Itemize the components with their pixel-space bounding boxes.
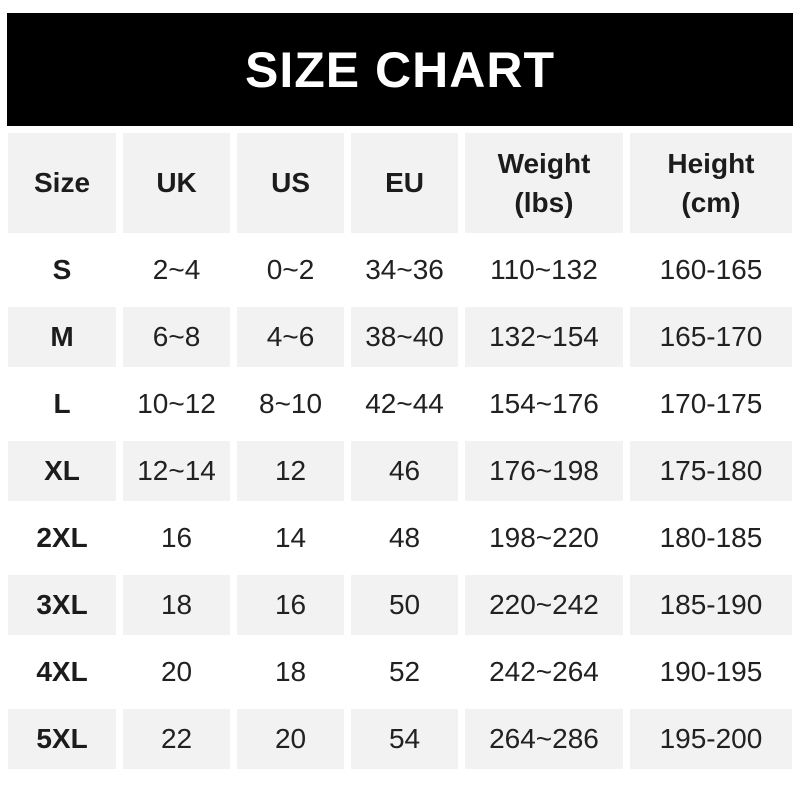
table-row-4xl: 4XL 20 18 52 242~264 190-195: [8, 642, 792, 702]
us-cell: 0~2: [237, 240, 345, 300]
eu-cell: 50: [351, 575, 459, 635]
height-cell: 180-185: [629, 508, 792, 568]
page-title: SIZE CHART: [245, 41, 555, 98]
column-header-height: Height (cm): [629, 133, 792, 233]
height-cell: 195-200: [629, 709, 792, 769]
weight-cell: 132~154: [465, 307, 623, 367]
height-cell: 190-195: [629, 642, 792, 702]
weight-cell: 220~242: [465, 575, 623, 635]
uk-cell: 2~4: [123, 240, 231, 300]
height-cell: 175-180: [629, 441, 792, 501]
uk-cell: 12~14: [123, 441, 231, 501]
column-header-eu: EU: [351, 133, 459, 233]
eu-cell: 38~40: [351, 307, 459, 367]
eu-cell: 52: [351, 642, 459, 702]
uk-cell: 18: [123, 575, 231, 635]
us-cell: 12: [237, 441, 345, 501]
us-cell: 8~10: [237, 374, 345, 434]
table-row-xl: XL 12~14 12 46 176~198 175-180: [8, 441, 792, 501]
size-cell: L: [8, 374, 117, 434]
us-cell: 16: [237, 575, 345, 635]
uk-cell: 6~8: [123, 307, 231, 367]
weight-cell: 264~286: [465, 709, 623, 769]
column-header-label: Size: [34, 167, 91, 199]
column-header-unit: (cm): [681, 187, 741, 218]
size-chart-table: Size UK US EU Weight (lbs) Height (cm) S…: [1, 126, 799, 776]
size-cell: 2XL: [8, 508, 117, 568]
uk-cell: 16: [123, 508, 231, 568]
height-cell: 170-175: [629, 374, 792, 434]
height-cell: 165-170: [629, 307, 792, 367]
weight-cell: 242~264: [465, 642, 623, 702]
eu-cell: 42~44: [351, 374, 459, 434]
column-header-label: Height: [667, 147, 755, 179]
table-row-s: S 2~4 0~2 34~36 110~132 160-165: [8, 240, 792, 300]
table-row-3xl: 3XL 18 16 50 220~242 185-190: [8, 575, 792, 635]
size-cell: 4XL: [8, 642, 117, 702]
table-row-2xl: 2XL 16 14 48 198~220 180-185: [8, 508, 792, 568]
size-cell: M: [8, 307, 117, 367]
eu-cell: 46: [351, 441, 459, 501]
us-cell: 4~6: [237, 307, 345, 367]
us-cell: 14: [237, 508, 345, 568]
eu-cell: 54: [351, 709, 459, 769]
size-cell: 3XL: [8, 575, 117, 635]
uk-cell: 20: [123, 642, 231, 702]
uk-cell: 22: [123, 709, 231, 769]
size-cell: 5XL: [8, 709, 117, 769]
column-header-size: Size: [8, 133, 117, 233]
column-header-us: US: [237, 133, 345, 233]
size-chart-banner: SIZE CHART: [7, 13, 793, 126]
weight-cell: 198~220: [465, 508, 623, 568]
weight-cell: 176~198: [465, 441, 623, 501]
size-cell: XL: [8, 441, 117, 501]
us-cell: 20: [237, 709, 345, 769]
height-cell: 185-190: [629, 575, 792, 635]
weight-cell: 110~132: [465, 240, 623, 300]
eu-cell: 34~36: [351, 240, 459, 300]
us-cell: 18: [237, 642, 345, 702]
eu-cell: 48: [351, 508, 459, 568]
column-header-label: UK: [156, 167, 197, 199]
size-cell: S: [8, 240, 117, 300]
column-header-uk: UK: [123, 133, 231, 233]
column-header-label: EU: [385, 167, 424, 199]
table-row-5xl: 5XL 22 20 54 264~286 195-200: [8, 709, 792, 769]
column-header-label: Weight: [497, 147, 591, 179]
column-header-label: US: [271, 167, 310, 199]
column-header-weight: Weight (lbs): [465, 133, 623, 233]
uk-cell: 10~12: [123, 374, 231, 434]
table-row-l: L 10~12 8~10 42~44 154~176 170-175: [8, 374, 792, 434]
header-row: Size UK US EU Weight (lbs) Height (cm): [8, 133, 792, 233]
table-row-m: M 6~8 4~6 38~40 132~154 165-170: [8, 307, 792, 367]
weight-cell: 154~176: [465, 374, 623, 434]
height-cell: 160-165: [629, 240, 792, 300]
column-header-unit: (lbs): [514, 187, 574, 218]
